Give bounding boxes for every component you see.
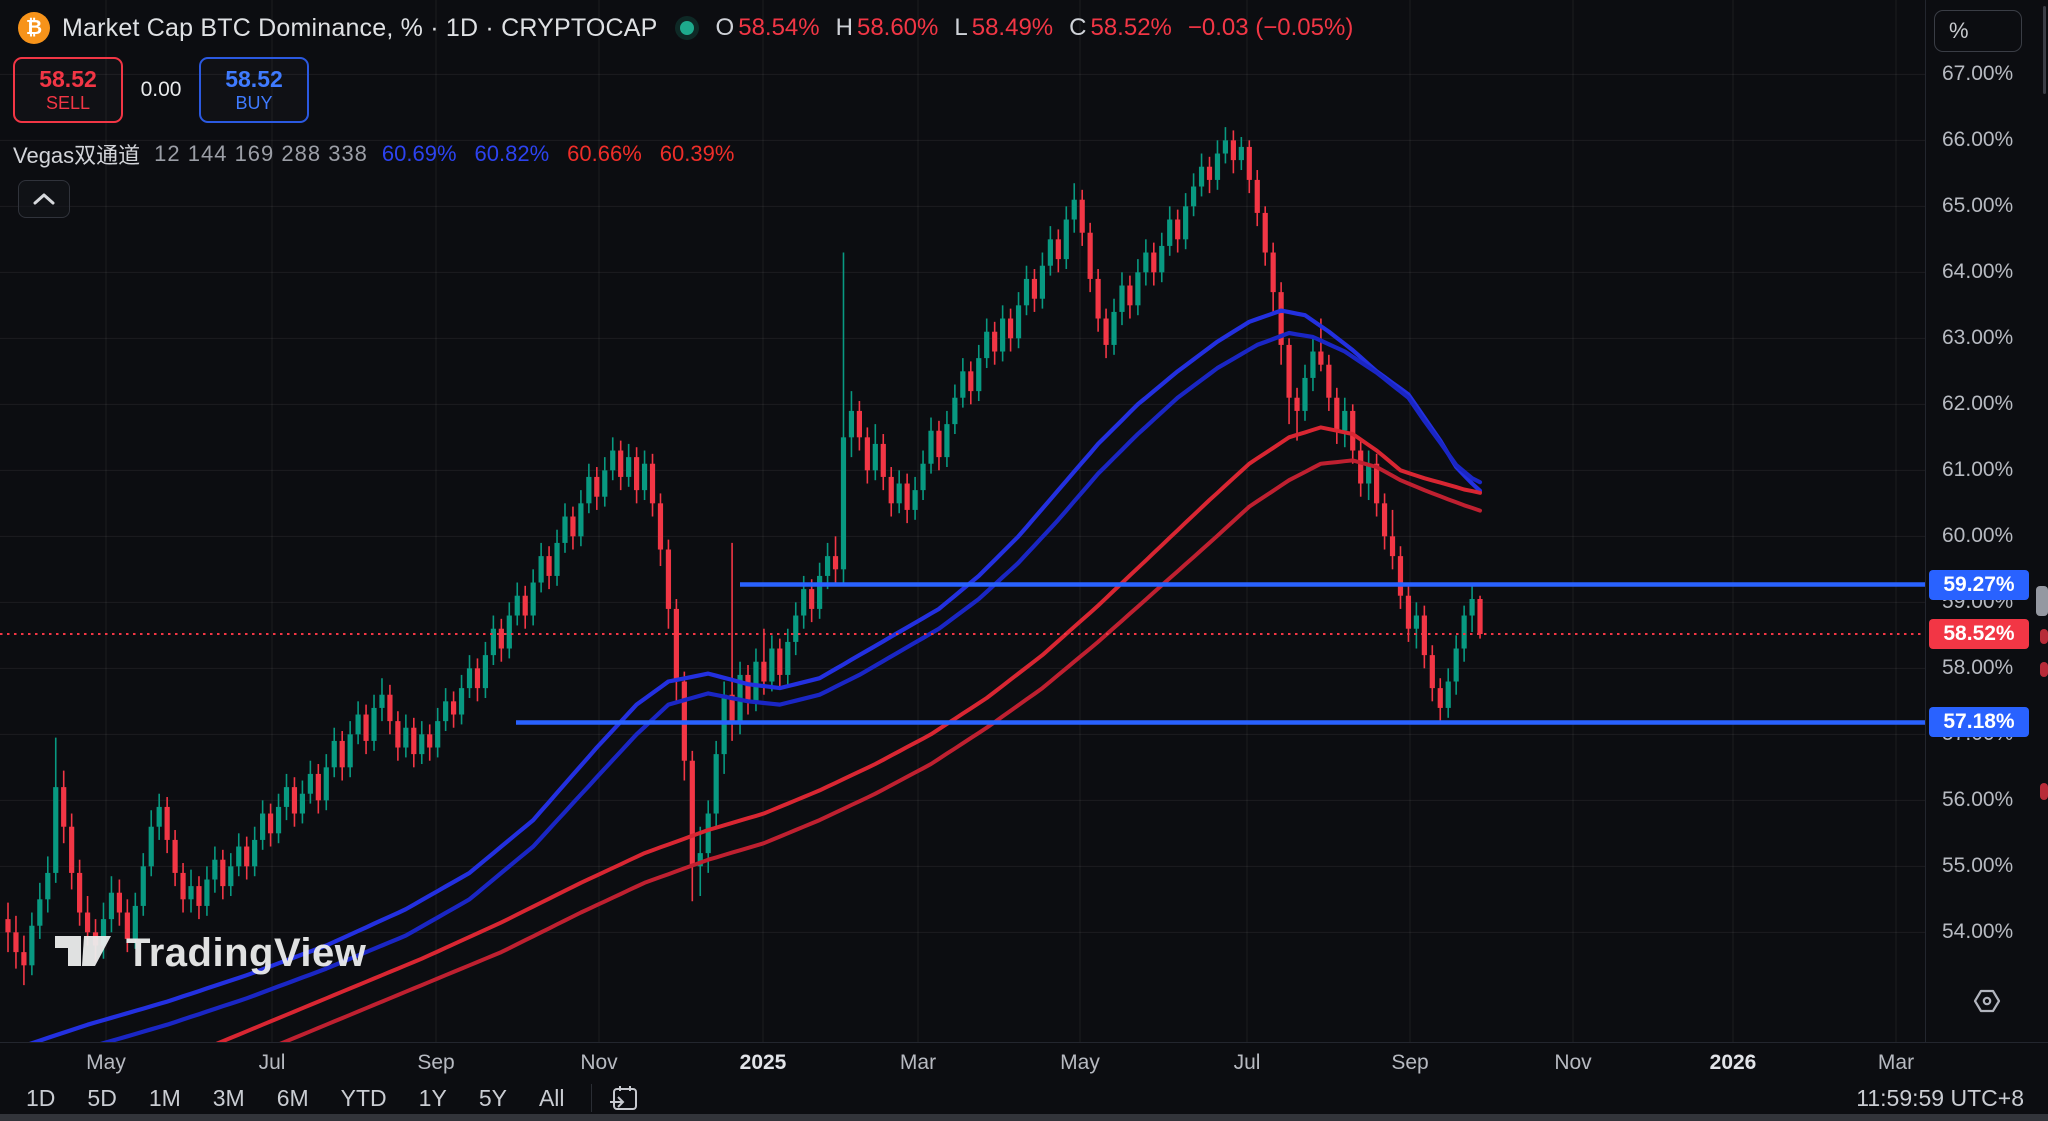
time-axis-label: Jul (1233, 1051, 1261, 1074)
price-badge: 57.18% (1929, 707, 2029, 738)
price-badge: 59.27% (1929, 569, 2029, 600)
indicator-value: 60.69% (381, 141, 457, 166)
price-axis-label: 63.00% (1942, 326, 2014, 350)
price-axis-label: 58.00% (1942, 656, 2014, 680)
market-status-dot-icon[interactable] (679, 21, 694, 35)
sell-price: 58.52 (39, 66, 97, 93)
range-button-5d[interactable]: 5D (87, 1084, 117, 1111)
buy-price: 58.52 (225, 66, 283, 93)
time-axis-label: 2025 (739, 1051, 787, 1074)
toolbar-divider (590, 1084, 592, 1112)
indicator-params: 12 144 169 288 338 (154, 141, 368, 166)
right-edge-scroll-thumb[interactable] (2036, 586, 2048, 616)
tradingview-watermark[interactable]: TradingView (54, 930, 366, 977)
range-button-1y[interactable]: 1Y (418, 1084, 447, 1111)
window-bottom-edge (0, 1114, 2048, 1121)
time-axis-label: Nov (580, 1051, 618, 1074)
price-axis-label: 60.00% (1942, 524, 2014, 548)
scrollbar-sliver[interactable] (2043, 6, 2046, 94)
range-button-6m[interactable]: 6M (276, 1084, 309, 1111)
range-button-ytd[interactable]: YTD (340, 1084, 387, 1111)
time-axis-label: Mar (899, 1051, 937, 1074)
price-axis-label: 65.00% (1942, 194, 2014, 218)
indicator-value: 60.39% (659, 141, 735, 166)
price-axis-label: 56.00% (1942, 788, 2014, 812)
ohlc-pair: C 58.52% (1069, 14, 1172, 41)
watermark-label: TradingView (126, 931, 367, 975)
ohlc-pair: L 58.49% (954, 14, 1054, 41)
sell-button[interactable]: 58.52 SELL (13, 57, 123, 123)
spread-value: 0.00 (140, 78, 182, 101)
time-axis[interactable]: May Jul Sep Nov 2025 Mar May Jul Sep Nov 2026 Mar (0, 1042, 2048, 1083)
price-axis-label: 67.00% (1942, 62, 2014, 86)
range-button-3m[interactable]: 3M (212, 1084, 245, 1111)
bottom-toolbar: 1D 5D 1M 3M 6M YTD 1Y 5Y All 11:59:59 UTC+8 (0, 1082, 2048, 1114)
collapse-indicators-button[interactable] (18, 180, 70, 218)
price-axis[interactable]: % 67.00% 66.00% 65.00% 64.00% 63.00% 62.00% 61… (1925, 0, 2048, 1042)
time-axis-label: May (86, 1051, 126, 1074)
indicator-name[interactable]: Vegas双通道 (13, 143, 141, 168)
right-edge-mark (2040, 783, 2048, 800)
right-edge-mark (2040, 629, 2048, 644)
time-axis-label: Sep (417, 1051, 455, 1074)
time-axis-label: Jul (258, 1051, 286, 1074)
indicator-value: 60.66% (567, 141, 642, 166)
indicator-value: 60.82% (474, 141, 550, 166)
bitcoin-icon: ₿ (18, 12, 50, 44)
price-axis-label: 61.00% (1942, 458, 2014, 482)
price-axis-label: 55.00% (1942, 854, 2014, 878)
change-value: −0.03 (−0.05%) (1187, 14, 1354, 41)
price-axis-label: 62.00% (1942, 392, 2014, 416)
price-axis-label: 64.00% (1942, 260, 2014, 284)
ohlc-pair: O 58.54% (715, 14, 820, 41)
time-axis-label: 2026 (1709, 1051, 1757, 1074)
price-scale-settings-gear-icon[interactable] (1972, 986, 2002, 1021)
ohlc-values: O 58.54% H 58.60% L 58.49% C 58.52% −0.03 (−0.05… (716, 14, 1354, 42)
buy-label: BUY (235, 92, 273, 113)
session-clock[interactable]: 11:59:59 UTC+8 (1856, 1084, 2024, 1111)
chevron-up-icon (33, 193, 55, 205)
time-axis-label: Sep (1391, 1051, 1429, 1074)
price-unit-button[interactable]: % (1934, 10, 2022, 52)
range-button-all[interactable]: All (538, 1084, 565, 1111)
time-axis-label: May (1060, 1051, 1100, 1074)
price-axis-label: 66.00% (1942, 128, 2014, 152)
sell-label: SELL (45, 92, 91, 113)
indicator-values: 60.69% 60.82% 60.66% 60.39% (382, 141, 735, 167)
buy-button[interactable]: 58.52 BUY (199, 57, 309, 123)
range-button-1d[interactable]: 1D (26, 1084, 56, 1111)
symbol-title[interactable]: Market Cap BTC Dominance, % · 1D · CRYPT… (62, 13, 658, 42)
calendar-icon (609, 1086, 637, 1110)
time-axis-label: Mar (1877, 1051, 1915, 1074)
price-badge: 58.52% (1929, 619, 2029, 649)
ohlc-pair: H 58.60% (835, 14, 939, 41)
go-to-date-button[interactable] (608, 1082, 640, 1114)
range-button-1m[interactable]: 1M (148, 1084, 181, 1111)
time-axis-label: Nov (1554, 1051, 1592, 1074)
right-edge-mark (2040, 662, 2048, 677)
range-button-5y[interactable]: 5Y (478, 1084, 507, 1111)
tradingview-logo-icon (54, 930, 112, 977)
price-axis-label: 54.00% (1942, 920, 2014, 944)
